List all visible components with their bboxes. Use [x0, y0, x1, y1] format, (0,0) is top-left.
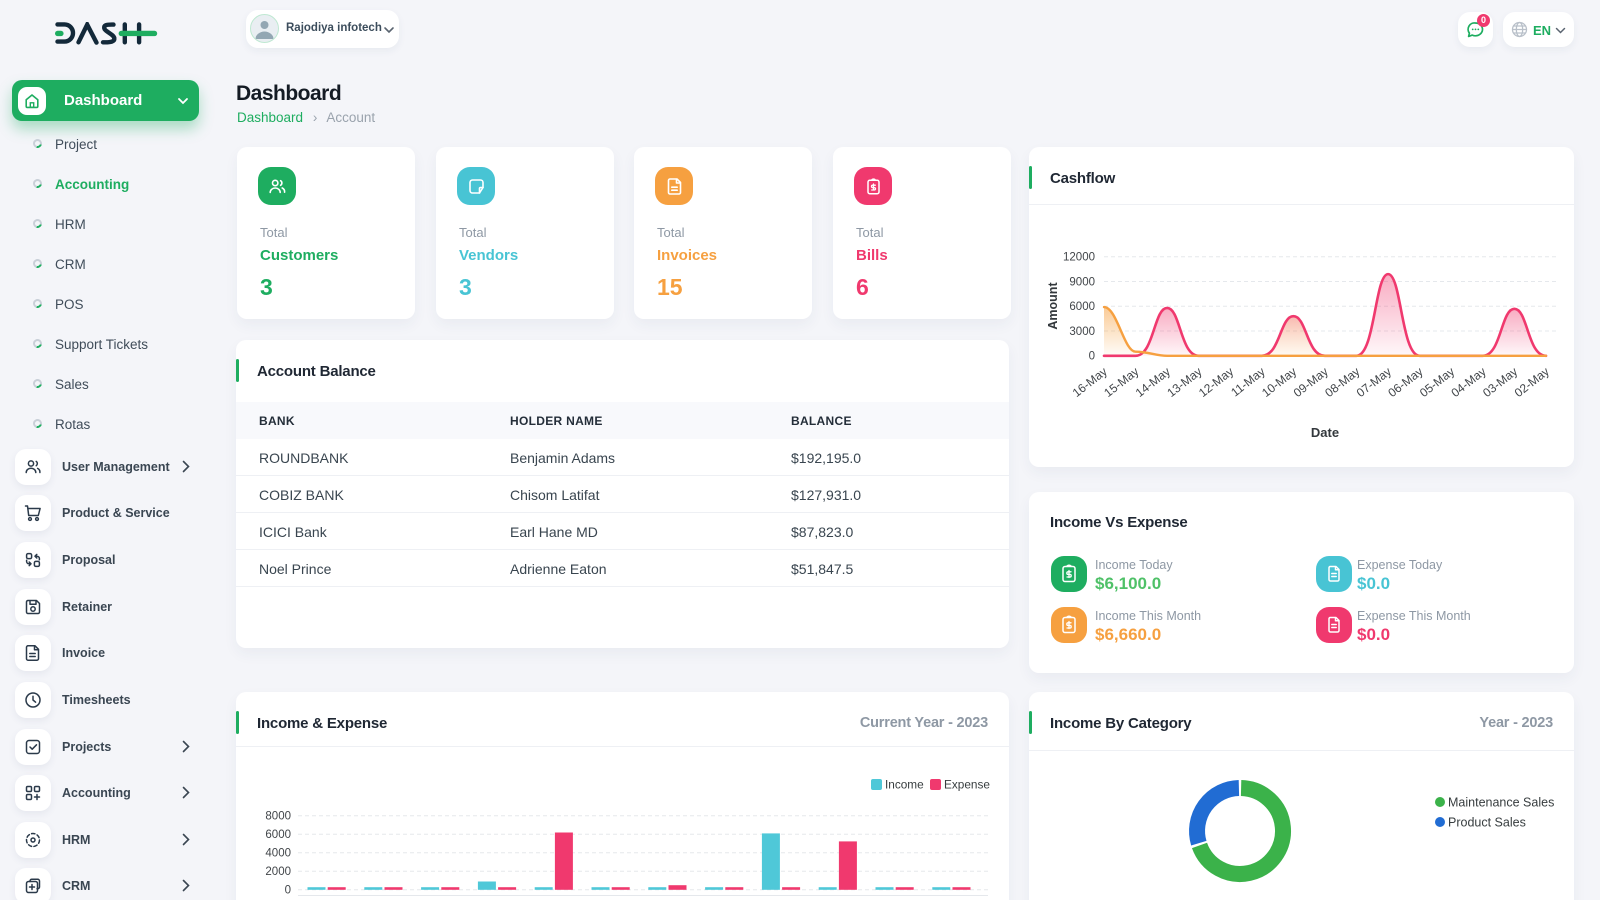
- svg-text:02-May: 02-May: [1512, 364, 1552, 400]
- svg-text:09-May: 09-May: [1291, 364, 1331, 400]
- svg-text:05-May: 05-May: [1417, 364, 1457, 400]
- svg-text:0: 0: [1089, 351, 1095, 363]
- svg-text:4000: 4000: [265, 848, 291, 860]
- svg-text:2000: 2000: [265, 866, 291, 878]
- svg-text:08-May: 08-May: [1322, 364, 1362, 400]
- svg-text:04-May: 04-May: [1448, 364, 1488, 400]
- svg-text:12000: 12000: [1063, 252, 1095, 264]
- svg-text:13-May: 13-May: [1164, 364, 1204, 400]
- svg-text:Amount: Amount: [1046, 282, 1060, 330]
- svg-text:Expense: Expense: [944, 778, 990, 792]
- svg-text:9000: 9000: [1069, 276, 1095, 288]
- svg-text:Product Sales: Product Sales: [1448, 816, 1526, 830]
- svg-text:3000: 3000: [1069, 326, 1095, 338]
- svg-text:03-May: 03-May: [1480, 364, 1520, 400]
- svg-text:12-May: 12-May: [1196, 364, 1236, 400]
- svg-text:Income: Income: [885, 778, 924, 792]
- svg-text:06-May: 06-May: [1385, 364, 1425, 400]
- svg-text:10-May: 10-May: [1259, 364, 1299, 400]
- svg-text:0: 0: [285, 885, 291, 897]
- svg-text:14-May: 14-May: [1133, 364, 1173, 400]
- svg-text:07-May: 07-May: [1354, 364, 1394, 400]
- svg-text:Date: Date: [1311, 425, 1339, 440]
- svg-text:8000: 8000: [265, 811, 291, 823]
- svg-text:16-May: 16-May: [1070, 364, 1110, 400]
- svg-text:11-May: 11-May: [1228, 364, 1267, 399]
- svg-text:6000: 6000: [265, 829, 291, 841]
- svg-text:15-May: 15-May: [1101, 364, 1141, 400]
- svg-text:Maintenance Sales: Maintenance Sales: [1448, 796, 1554, 810]
- svg-text:6000: 6000: [1069, 301, 1095, 313]
